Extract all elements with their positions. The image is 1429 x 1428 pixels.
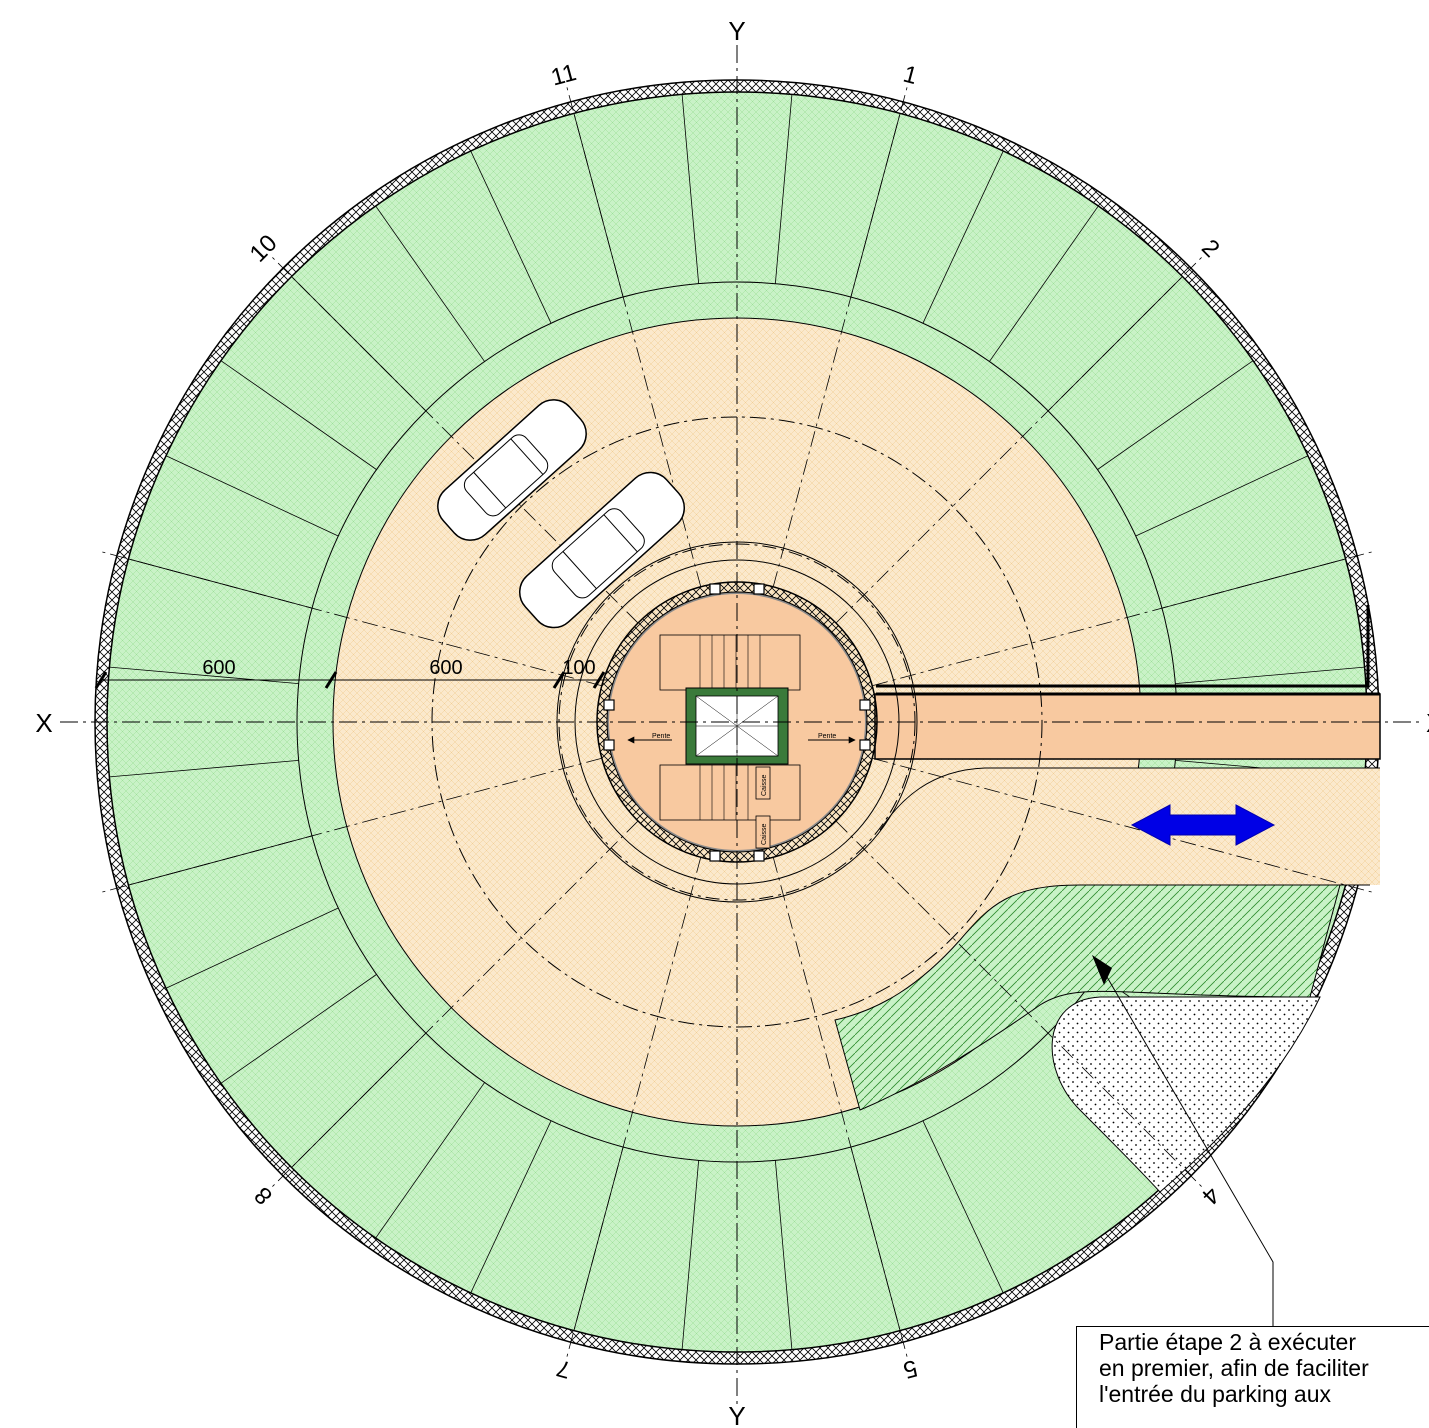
slope-label-left: Pente: [652, 733, 670, 740]
x-axis-label-right: X: [1426, 708, 1429, 738]
stall-divider: [109, 666, 299, 685]
box-upper: [755, 766, 771, 800]
stair-lower: [659, 764, 801, 821]
box-upper-label: Caisse: [761, 774, 768, 796]
stall-divider: [774, 94, 793, 284]
note-line-2: en premier, afin de faciliter: [1099, 1355, 1369, 1381]
stall-divider: [922, 150, 1004, 324]
box-lower: [755, 815, 771, 849]
dimension-2: 600: [429, 657, 462, 679]
phase-2-zone: [834, 884, 1370, 1111]
stall-divider: [774, 1160, 793, 1350]
note-leader-arrow: [1092, 955, 1112, 985]
stall-divider: [681, 94, 700, 284]
lift-cross: [695, 695, 779, 757]
y-axis-label-top: Y: [728, 16, 745, 46]
entrance-driveway: [860, 768, 1380, 900]
stall-divider: [375, 205, 485, 362]
stair-upper: [659, 634, 801, 691]
box-lower-label: Caisse: [761, 823, 768, 845]
phase-2-note: Partie étape 2 à exécuter en premier, af…: [1076, 1326, 1429, 1428]
two-way-traffic-arrow: [1130, 804, 1276, 846]
stall-divider: [1097, 360, 1254, 470]
ramp-corridor: [874, 693, 1381, 760]
grid-number: 7: [554, 1354, 574, 1384]
dimension-ticks: [94, 671, 606, 689]
grid-number: 5: [900, 1354, 920, 1384]
car-2: [518, 471, 686, 629]
slope-label-right: Pente: [818, 733, 836, 740]
driveway-edge-upper: [879, 767, 1380, 831]
note-line-3: l'entrée du parking aux: [1099, 1381, 1331, 1407]
x-axis-label-left: X: [35, 708, 52, 738]
stall-divider: [375, 1082, 485, 1239]
stall-divider: [165, 907, 339, 989]
grid-number: 1: [900, 61, 920, 91]
core-columns: [603, 583, 871, 862]
dotted-zone: [1051, 996, 1321, 1193]
stall-divider: [109, 759, 299, 778]
stair-treads: [699, 635, 761, 820]
dimension-3: 100: [562, 657, 595, 679]
car-1: [437, 399, 587, 541]
stall-divider: [1175, 666, 1365, 685]
note-leader-line: [1099, 964, 1274, 1326]
stall-divider: [989, 205, 1099, 362]
stall-divider: [1135, 455, 1309, 537]
stall-divider: [165, 455, 339, 537]
grid-number: 11: [548, 59, 579, 92]
y-axis-label-bottom: Y: [728, 1401, 745, 1428]
stall-divider: [922, 1120, 1004, 1294]
dimension-1: 600: [202, 657, 235, 679]
stall-divider: [220, 974, 377, 1084]
stall-divider: [681, 1160, 700, 1350]
stall-divider: [470, 1120, 552, 1294]
note-line-1: Partie étape 2 à exécuter: [1099, 1329, 1356, 1355]
stall-divider: [470, 150, 552, 324]
stall-divider: [220, 360, 377, 470]
